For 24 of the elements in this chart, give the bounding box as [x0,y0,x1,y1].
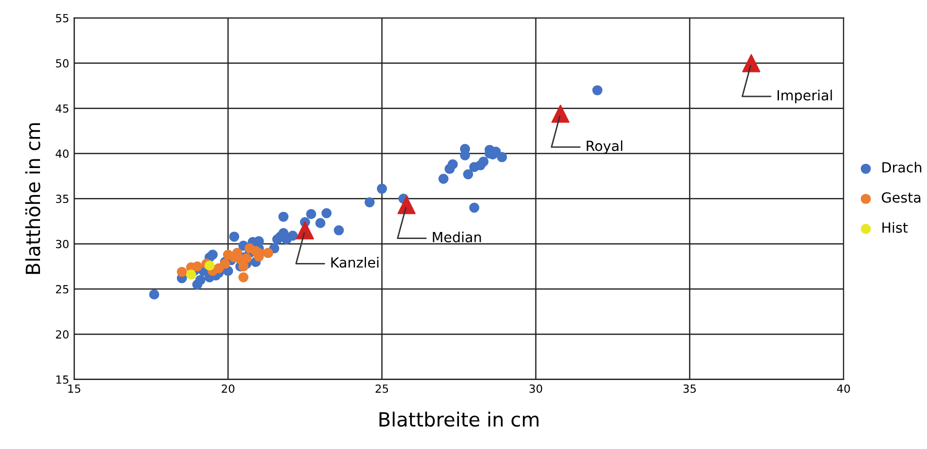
y-tick-label: 30 [56,240,69,248]
annotation: Royal [586,140,622,154]
legend-label: Hist [882,222,908,233]
x-tick-label: 30 [530,384,542,393]
y-tick-label: 20 [56,330,69,339]
x-tick-label: 40 [837,384,850,393]
x-axis-title: Blattbreite in cm [380,412,538,427]
y-tick-label: 55 [56,14,68,22]
y-tick-label: 40 [56,149,69,158]
legend-label: Drach [882,162,922,173]
legend-label: Gesta [882,192,920,203]
y-tick-label: 45 [56,104,68,113]
x-tick-label: 20 [222,384,234,393]
y-tick-label: 15 [56,376,68,384]
y-axis-title: Blatthöhe in cm [25,123,40,274]
annotation: Median [432,232,481,242]
y-tick-label: 25 [56,285,68,294]
x-tick-label: 15 [68,384,80,393]
annotation: Kanzlei [331,256,378,268]
y-tick-label: 50 [56,59,69,68]
x-tick-label: 25 [376,384,388,393]
annotation: Imperial [778,90,832,104]
y-tick-label: 35 [56,194,68,204]
x-tick-label: 35 [683,384,696,393]
